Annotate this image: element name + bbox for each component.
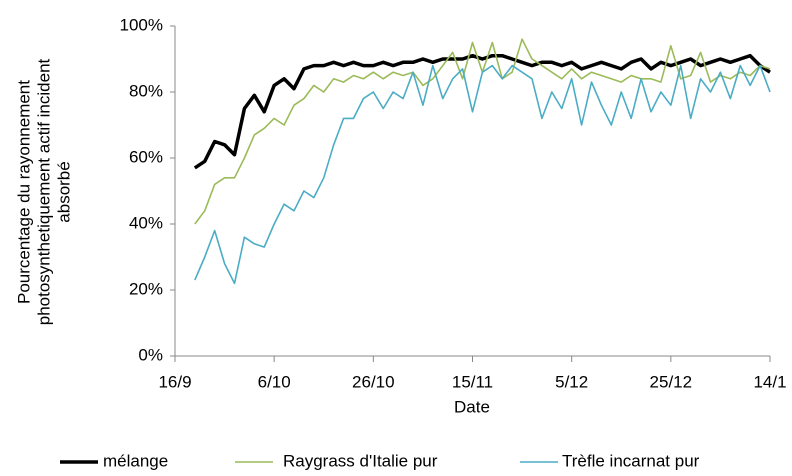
x-tick-label: 5/12 [555,372,588,391]
x-tick-label: 6/10 [258,372,291,391]
y-axis-label: Pourcentage du rayonnement [14,80,33,304]
x-tick-label: 26/10 [352,372,395,391]
data-line [194,64,771,285]
y-tick-label: 60% [129,147,163,166]
y-tick-label: 20% [129,279,163,298]
x-tick-label: 16/9 [158,372,191,391]
x-tick-label: 25/12 [650,372,693,391]
y-tick-label: 0% [138,345,163,364]
y-axis-label: photosynthetiquement actif incident [34,58,53,325]
x-tick-label: 14/1 [753,372,786,391]
y-tick-label: 40% [129,213,163,232]
data-line [193,53,771,170]
legend-label: Trèfle incarnat pur [562,451,700,470]
data-line [194,38,771,225]
y-tick-label: 80% [129,81,163,100]
legend-label: mélange [103,451,168,470]
x-tick-label: 15/11 [452,372,493,391]
y-axis-label: absorbé [54,161,73,222]
y-tick-label: 100% [120,15,163,34]
x-axis-label: Date [454,397,490,416]
legend-label: Raygrass d'Italie pur [283,451,438,470]
